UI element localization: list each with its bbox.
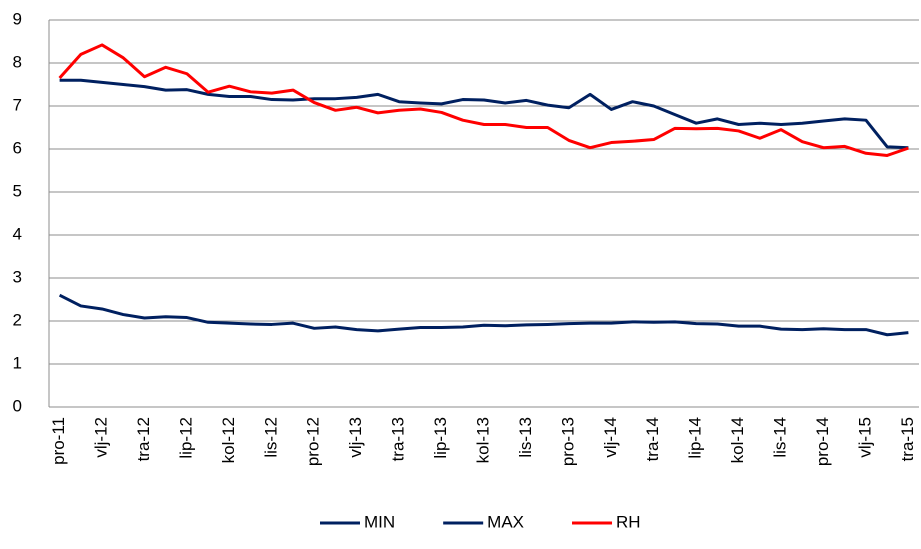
x-tick-label: tra-14 <box>643 417 662 461</box>
y-tick-label: 3 <box>13 267 22 286</box>
legend-label: MAX <box>487 512 524 531</box>
legend: MIN MAX RH <box>320 512 641 531</box>
y-tick-label: 9 <box>13 9 22 28</box>
x-tick-label: lis-13 <box>516 417 535 458</box>
x-tick-label: lip-12 <box>176 417 195 459</box>
x-tick-label: pro-13 <box>558 417 577 466</box>
legend-label: MIN <box>364 512 395 531</box>
x-tick-label: vlj-15 <box>855 417 874 458</box>
x-tick-label: lip-13 <box>431 417 450 459</box>
x-tick-label: pro-12 <box>304 417 323 466</box>
x-tick-label: lip-14 <box>686 417 705 459</box>
line-series <box>58 43 909 157</box>
x-tick-label: pro-14 <box>813 417 832 466</box>
x-tick-label: pro-11 <box>49 417 68 465</box>
legend-label: RH <box>616 512 641 531</box>
line-series <box>59 78 909 150</box>
y-tick-label: 2 <box>13 310 22 329</box>
x-tick-label: vlj-12 <box>92 417 111 458</box>
x-tick-label: lis-14 <box>771 417 790 458</box>
x-tick-label: tra-13 <box>389 417 408 461</box>
x-tick-label: tra-12 <box>134 417 153 461</box>
x-tick-label: tra-15 <box>898 417 917 461</box>
line-series <box>58 293 909 337</box>
x-tick-label: kol-12 <box>219 417 238 463</box>
x-tick-label: kol-14 <box>728 417 747 463</box>
y-tick-label: 8 <box>13 52 22 71</box>
x-tick-label: kol-13 <box>473 417 492 463</box>
y-tick-label: 0 <box>13 396 22 415</box>
y-tick-label: 7 <box>13 95 22 114</box>
y-tick-label: 6 <box>13 138 22 157</box>
y-tick-label: 1 <box>13 353 22 372</box>
y-tick-label: 4 <box>13 224 22 243</box>
y-tick-label: 5 <box>13 181 22 200</box>
x-tick-label: vlj-14 <box>601 417 620 458</box>
x-tick-label: lis-12 <box>261 417 280 458</box>
x-tick-label: vlj-13 <box>346 417 365 458</box>
